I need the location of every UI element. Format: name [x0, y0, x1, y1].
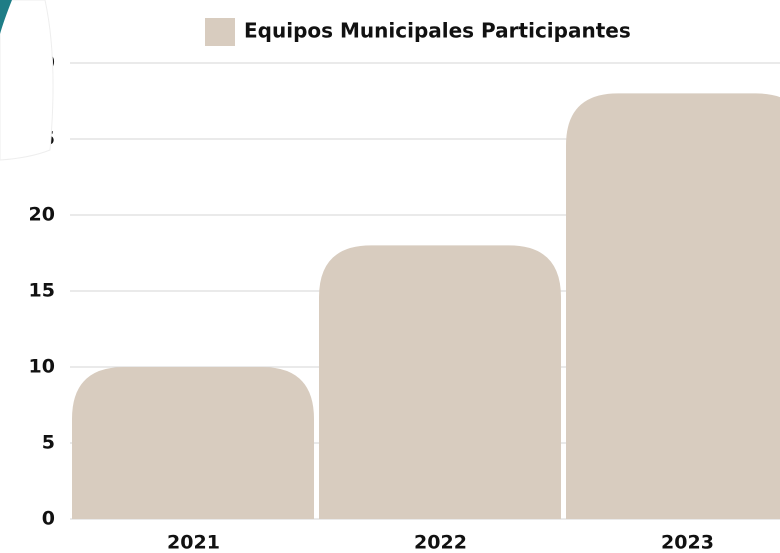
- y-tick-label: 20: [29, 204, 55, 226]
- bar: [319, 245, 561, 519]
- y-tick-label: 15: [29, 280, 55, 302]
- legend-swatch: [205, 18, 235, 46]
- y-tick-label: 5: [42, 432, 55, 454]
- x-tick-label: 2022: [414, 532, 467, 553]
- x-tick-label: 2023: [661, 532, 714, 553]
- bar: [566, 93, 780, 519]
- y-tick-label: 0: [42, 508, 55, 530]
- overlay-decoration: [0, 0, 54, 161]
- y-tick-label: 10: [29, 356, 55, 378]
- x-tick-label: 2021: [167, 532, 220, 553]
- overlay-edge: [0, 0, 12, 34]
- bar: [72, 367, 314, 519]
- legend-label: Equipos Municipales Participantes: [244, 19, 631, 43]
- plot-area: 051015202530202120222023Equipos Municipa…: [29, 18, 780, 553]
